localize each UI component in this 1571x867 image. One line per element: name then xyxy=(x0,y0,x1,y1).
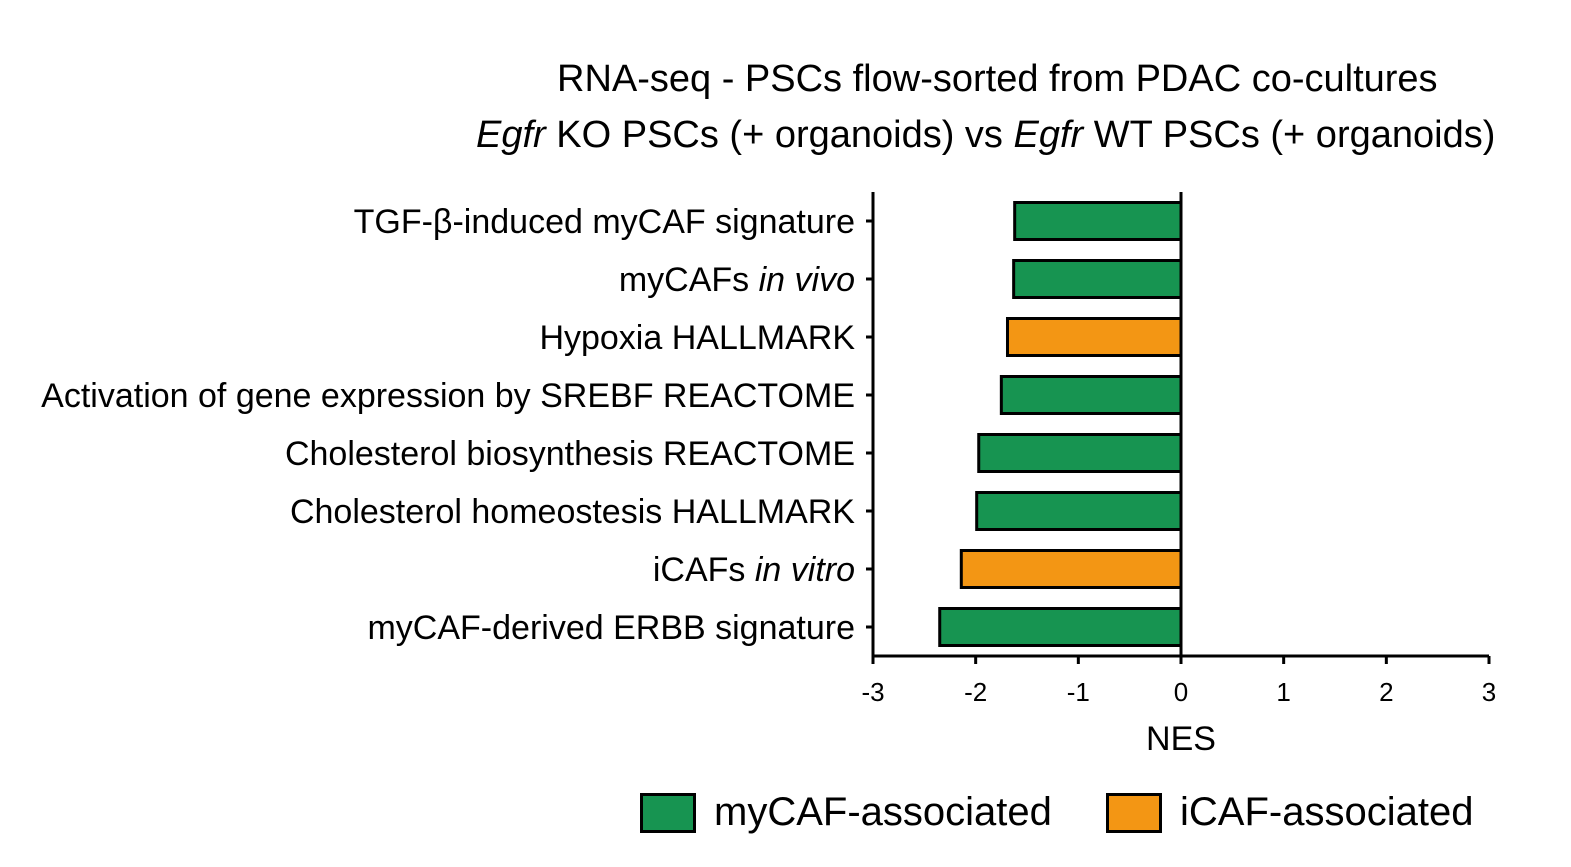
bar-1 xyxy=(1013,201,1183,241)
y-labels-group: TGF-β-induced myCAF signature myCAFs in v… xyxy=(41,203,855,647)
bar-6 xyxy=(975,491,1183,531)
bars-group xyxy=(938,201,1183,647)
y-label-text: iCAFs xyxy=(653,551,755,589)
y-tick-label: Activation of gene expression by SREBF R… xyxy=(41,377,855,415)
x-tick-label: 2 xyxy=(1379,677,1393,707)
bar-3 xyxy=(1005,317,1183,357)
title-gene-ko: Egfr xyxy=(476,114,546,156)
nes-bar-chart: TGF-β-induced myCAF signature myCAFs in v… xyxy=(41,192,1496,758)
y-label-text: Cholesterol biosynthesis REACTOME xyxy=(285,435,855,473)
y-label-text: myCAFs xyxy=(619,261,759,299)
legend-label-mycaf: myCAF-associated xyxy=(714,790,1052,834)
y-tick-label: Cholesterol homeostesis HALLMARK xyxy=(290,493,855,531)
bar-4 xyxy=(999,375,1183,415)
y-tick-label: iCAFs in vitro xyxy=(653,551,855,589)
title-gene-wt: Egfr xyxy=(1013,114,1084,156)
y-label-text: Activation of gene expression by SREBF R… xyxy=(41,377,855,415)
legend-mycaf: myCAF-associated xyxy=(640,790,1052,835)
title-wt-text: WT PSCs (+ organoids) xyxy=(1083,114,1496,156)
axes-group: -3 -2 -1 0 1 2 3 xyxy=(861,192,1496,707)
legend-icaf: iCAF-associated xyxy=(1106,790,1473,835)
legend-label-icaf: iCAF-associated xyxy=(1180,790,1474,834)
bar-7 xyxy=(959,549,1183,589)
x-tick-label: 3 xyxy=(1482,677,1496,707)
x-axis-label: NES xyxy=(1146,720,1216,758)
bar-5 xyxy=(977,433,1183,473)
y-label-italic: in vitro xyxy=(755,551,855,589)
x-tick-label: -2 xyxy=(964,677,987,707)
chart-title-line-2: Egfr KO PSCs (+ organoids) vs Egfr WT PS… xyxy=(0,114,1571,157)
y-tick-label: myCAF-derived ERBB signature xyxy=(367,609,855,647)
legend-swatch-mycaf xyxy=(640,792,696,833)
legend-swatch-icaf xyxy=(1106,792,1162,833)
x-tick-label: -1 xyxy=(1067,677,1090,707)
y-label-text: myCAF-derived ERBB signature xyxy=(367,609,855,647)
y-tick-label: Cholesterol biosynthesis REACTOME xyxy=(285,435,855,473)
y-tick-label: myCAFs in vivo xyxy=(619,261,855,299)
y-tick-label: Hypoxia HALLMARK xyxy=(539,319,855,357)
y-label-italic: in vivo xyxy=(759,261,855,299)
y-label-text: TGF-β-induced myCAF signature xyxy=(354,203,855,241)
title-ko-text: KO PSCs (+ organoids) vs xyxy=(545,114,1014,156)
y-tick-label: TGF-β-induced myCAF signature xyxy=(354,203,855,241)
y-label-text: Hypoxia HALLMARK xyxy=(539,319,855,357)
bar-8 xyxy=(938,607,1183,647)
x-tick-label: 1 xyxy=(1276,677,1290,707)
chart-title-line-1: RNA-seq - PSCs flow-sorted from PDAC co-… xyxy=(557,58,1438,100)
x-tick-label: -3 xyxy=(861,677,884,707)
bar-2 xyxy=(1012,259,1183,299)
y-label-text: Cholesterol homeostesis HALLMARK xyxy=(290,493,855,531)
x-tick-label: 0 xyxy=(1174,677,1188,707)
